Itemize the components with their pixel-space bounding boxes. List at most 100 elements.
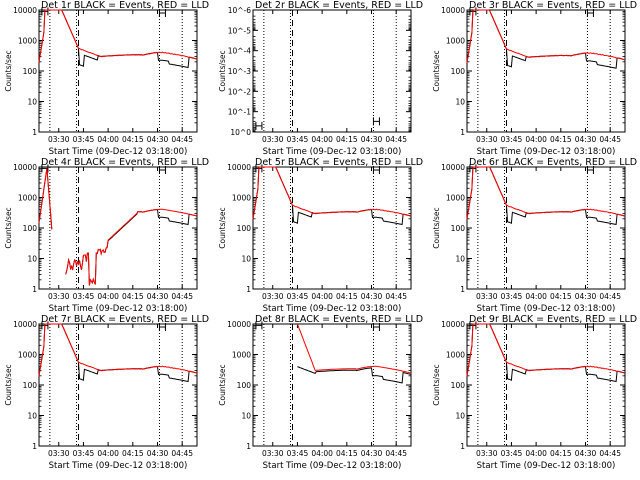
- events-series-line: [466, 166, 626, 226]
- lld-series-line: [38, 168, 198, 286]
- detector-panel-9: 03:30 03:45 04:00 04:15 04:30 04:45 1 10 100 1000…: [432, 314, 637, 471]
- x-tick-label: 03:30: [476, 449, 498, 458]
- x-tick-label: 03:30: [476, 135, 498, 144]
- x-tick-label: 03:45: [73, 449, 95, 458]
- detector-panel-4: 03:30 03:45 04:00 04:15 04:30 04:45 1 10 100 1000…: [4, 157, 209, 314]
- interval-marker: [586, 322, 594, 331]
- x-tick-label: 03:30: [476, 292, 498, 301]
- x-tick-label: 03:30: [48, 292, 70, 301]
- interval-marker: [372, 117, 380, 126]
- lld-series-line: [38, 323, 198, 377]
- y-tick-label: 1000: [18, 37, 37, 46]
- x-tick-label: 03:45: [501, 449, 523, 458]
- detector-panel-6: 03:30 03:45 04:00 04:15 04:30 04:45 1 10 100 1000…: [432, 157, 637, 314]
- x-axis-label: Start Time (09-Dec-12 03:18:00): [263, 461, 402, 471]
- x-axis-label: Start Time (09-Dec-12 03:18:00): [477, 461, 616, 471]
- plot-frame: [466, 166, 626, 290]
- events-series-line: [38, 168, 198, 286]
- detector-panel-8: 03:30 03:45 04:00 04:15 04:30 04:45 1 10 100 1000…: [218, 314, 423, 471]
- y-axis-label: Counts/sec: [4, 207, 13, 248]
- lld-series-line: [466, 9, 626, 63]
- lld-series-line: [466, 323, 626, 377]
- plot-frame: [38, 9, 198, 133]
- y-axis-label: Counts/sec: [432, 50, 441, 91]
- detector-panel-7: 03:30 03:45 04:00 04:15 04:30 04:45 1 10 100 1000…: [4, 314, 209, 471]
- interval-marker: [586, 8, 594, 17]
- x-tick-label: 04:30: [147, 292, 169, 301]
- y-tick-label: 1: [460, 285, 465, 294]
- x-axis-label: Start Time (09-Dec-12 03:18:00): [263, 147, 402, 157]
- panel-title: Det 7r BLACK = Events, RED = LLD: [41, 314, 209, 325]
- plot-frame: [252, 9, 412, 133]
- x-tick-label: 04:00: [97, 449, 119, 458]
- y-tick-label: 1000: [446, 194, 465, 203]
- plot-frame: [252, 323, 412, 447]
- x-tick-label: 04:30: [361, 449, 383, 458]
- interval-marker: [255, 121, 263, 130]
- panel-title: Det 9r BLACK = Events, RED = LLD: [469, 314, 637, 325]
- x-tick-label: 03:45: [501, 292, 523, 301]
- panel-title: Det 8r BLACK = Events, RED = LLD: [255, 314, 423, 325]
- detector-panel-3: 03:30 03:45 04:00 04:15 04:30 04:45 1 10 100 1000…: [432, 0, 637, 157]
- x-tick-label: 04:15: [550, 292, 572, 301]
- interval-marker: [158, 165, 166, 174]
- y-axis-label: Counts/sec: [218, 207, 227, 248]
- panel-title: Det 2r BLACK = Events, RED = LLD: [255, 0, 423, 11]
- y-tick-label: 100: [237, 381, 252, 390]
- x-tick-label: 04:15: [122, 135, 144, 144]
- y-axis-label: Counts/sec: [432, 364, 441, 405]
- y-axis-label: Counts/sec: [432, 207, 441, 248]
- x-tick-label: 04:30: [361, 135, 383, 144]
- y-axis-label: Counts/sec: [4, 364, 13, 405]
- y-tick-label: 10: [27, 412, 37, 421]
- x-tick-label: 03:30: [262, 449, 284, 458]
- x-tick-label: 04:00: [525, 292, 547, 301]
- x-tick-label: 03:45: [287, 292, 309, 301]
- interval-marker: [372, 165, 380, 174]
- y-tick-label: 10000: [441, 163, 465, 172]
- y-tick-label: 10: [455, 98, 465, 107]
- x-tick-label: 03:45: [73, 135, 95, 144]
- x-tick-label: 04:30: [575, 135, 597, 144]
- panel-title: Det 4r BLACK = Events, RED = LLD: [41, 157, 209, 168]
- x-axis-label: Start Time (09-Dec-12 03:18:00): [49, 461, 188, 471]
- interval-marker: [158, 322, 166, 331]
- panel-title: Det 6r BLACK = Events, RED = LLD: [469, 157, 637, 168]
- x-axis-label: Start Time (09-Dec-12 03:18:00): [49, 147, 188, 157]
- x-tick-label: 03:30: [262, 292, 284, 301]
- y-tick-label: 10000: [227, 320, 251, 329]
- x-axis-label: Start Time (09-Dec-12 03:18:00): [477, 147, 616, 157]
- x-tick-label: 04:15: [122, 449, 144, 458]
- x-tick-label: 04:00: [97, 135, 119, 144]
- events-series-line: [297, 366, 412, 384]
- y-tick-label: 10^0: [230, 128, 251, 137]
- y-tick-label: 100: [23, 381, 38, 390]
- y-tick-label: 1: [32, 442, 37, 451]
- y-tick-label: 10^-1: [228, 108, 252, 117]
- x-tick-label: 04:15: [336, 449, 358, 458]
- y-tick-label: 10^-5: [228, 26, 252, 35]
- events-series-line: [466, 9, 626, 69]
- y-tick-label: 1000: [18, 351, 37, 360]
- x-tick-label: 04:45: [599, 449, 621, 458]
- y-tick-label: 10^-2: [228, 87, 252, 96]
- lld-series-line: [252, 166, 412, 220]
- lld-series-line: [38, 9, 198, 63]
- y-tick-label: 10: [241, 255, 251, 264]
- x-tick-label: 03:45: [287, 449, 309, 458]
- x-tick-label: 04:00: [525, 135, 547, 144]
- x-tick-label: 04:15: [550, 449, 572, 458]
- y-tick-label: 100: [23, 224, 38, 233]
- panel-title: Det 1r BLACK = Events, RED = LLD: [41, 0, 209, 11]
- y-tick-label: 1000: [232, 194, 251, 203]
- lld-series-line: [296, 323, 412, 374]
- x-tick-label: 04:45: [599, 135, 621, 144]
- events-series-line: [38, 9, 198, 69]
- y-tick-label: 10000: [13, 163, 37, 172]
- x-tick-label: 04:00: [311, 292, 333, 301]
- x-tick-label: 04:30: [575, 292, 597, 301]
- events-series-line: [466, 323, 626, 383]
- plot-frame: [252, 166, 412, 290]
- y-tick-label: 1000: [18, 194, 37, 203]
- y-tick-label: 1: [460, 128, 465, 137]
